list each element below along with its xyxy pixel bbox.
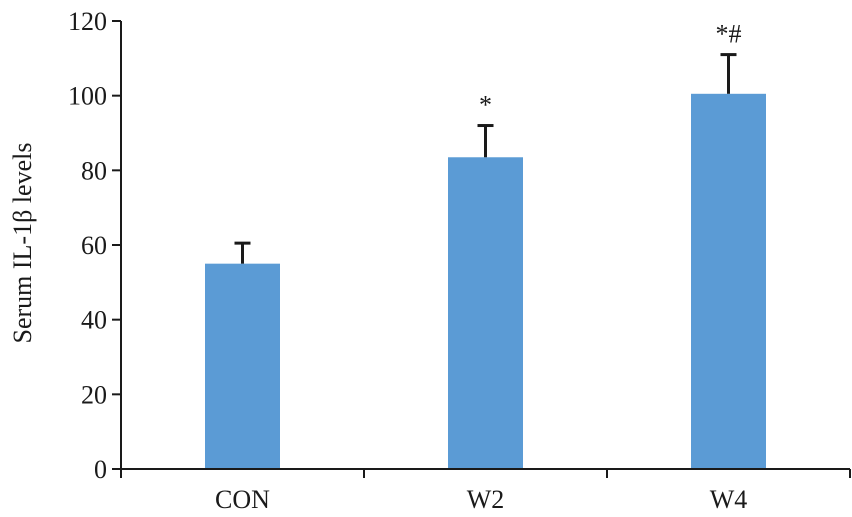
y-tick-label: 40 bbox=[81, 306, 107, 335]
error-bars bbox=[234, 53, 737, 264]
y-tick-label: 60 bbox=[81, 231, 107, 260]
significance-mark-w4: *# bbox=[716, 20, 742, 49]
x-category-label: W2 bbox=[467, 485, 505, 514]
bar-w2 bbox=[448, 157, 523, 469]
error-bar-w2 bbox=[477, 124, 494, 158]
x-category-label: W4 bbox=[710, 485, 748, 514]
bar-w4 bbox=[691, 93, 766, 470]
error-bar-con bbox=[234, 241, 251, 264]
y-tick-label: 80 bbox=[81, 156, 107, 185]
significance-mark-w2: * bbox=[479, 91, 492, 120]
y-axis-label: Serum IL-1β levels bbox=[8, 143, 37, 344]
y-tick-label: 20 bbox=[81, 380, 107, 409]
error-bar-w4 bbox=[720, 53, 737, 94]
bar-con bbox=[205, 263, 280, 469]
y-ticks: 0 20 40 60 80 100 120 bbox=[68, 7, 121, 484]
x-category-labels: CON W2 W4 bbox=[215, 485, 747, 514]
significance-annotations: * *# bbox=[479, 20, 742, 120]
y-tick-label: 0 bbox=[94, 455, 107, 484]
x-ticks bbox=[120, 469, 851, 478]
x-category-label: CON bbox=[215, 485, 270, 514]
y-tick-label: 100 bbox=[68, 82, 107, 111]
y-tick-label: 120 bbox=[68, 7, 107, 36]
bars bbox=[205, 93, 766, 470]
